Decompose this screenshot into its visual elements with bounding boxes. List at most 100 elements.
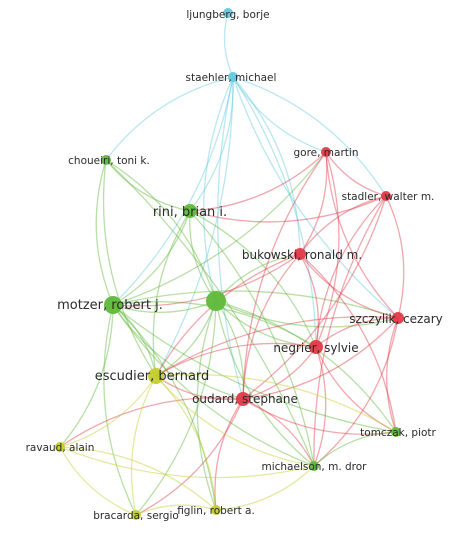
node-choueiri[interactable] [101,155,111,165]
edge-staehler-unlabeled [203,76,234,302]
edge-staehler-motzer [112,76,234,306]
edge-unlabeled-szczylik [215,300,399,328]
edge-szczylik-tomczak [386,317,399,433]
edge-ravaud-figlin [59,446,217,511]
edge-unlabeled-michaelson [215,300,315,467]
label-choueiri: choueiri, toni k. [68,155,150,167]
edge-staehler-oudard [217,76,244,400]
node-escudier[interactable] [148,368,164,384]
label-staehler: staehler, michael [186,72,277,84]
edge-staehler-bukowski [232,76,301,255]
edge-oudard-michaelson [242,398,315,467]
label-stadler: stadler, walter m. [342,191,435,203]
label-michaelson: michaelson, m. dror [261,461,367,473]
edge-motzer-tomczak [112,304,397,433]
node-bukowski[interactable] [294,248,306,260]
node-motzer[interactable] [104,296,122,314]
node-szczylik[interactable] [392,312,404,324]
edge-stadler-rini [189,195,387,223]
edge-unlabeled-bracarda [135,300,217,516]
edge-negrier-tomczak [315,346,397,433]
node-stadler[interactable] [381,191,391,201]
edge-rini-escudier [152,210,191,377]
edge-stadler-oudard [242,195,387,400]
edge-staehler-rini [189,76,234,212]
edge-gore-oudard [242,151,327,400]
labels-layer: ljungberg, borje staehler, michael gore, m… [26,9,443,522]
edge-staehler-gore [232,76,327,153]
edge-ljungberg-staehler [223,12,234,78]
edge-oudard-ravaud [59,397,244,448]
node-staehler[interactable] [228,72,238,82]
node-tomczak[interactable] [391,427,401,437]
edge-staehler-stadler [232,76,387,197]
node-michaelson[interactable] [309,461,319,471]
edge-unlabeled-oudard [215,300,245,400]
edge-rini-negrier [189,210,317,348]
edge-bracarda-figlin [135,504,217,516]
edge-stadler-michaelson [313,195,387,467]
label-negrier: negrier, sylvie [273,341,358,355]
edge-gore-bukowski [299,151,328,255]
label-ljungberg: ljungberg, borje [186,9,269,21]
edge-bukowski-negrier [299,253,319,348]
edge-oudard-tomczak [242,398,397,435]
edge-motzer-gore [112,151,327,306]
edge-gore-stadler [325,151,387,197]
edges-layer [59,12,405,516]
node-gore[interactable] [321,147,331,157]
edge-michaelson-tomczak [313,431,397,467]
edge-escudier-figlin [155,375,217,511]
node-unlabeled[interactable] [206,291,226,311]
edge-stadler-szczylik [385,195,405,319]
edge-gore-negrier [315,151,340,348]
node-negrier[interactable] [309,340,323,354]
edge-choueiri-unlabeled [105,159,217,302]
node-ravaud[interactable] [55,442,65,452]
edge-szczylik-oudard [242,317,399,400]
edge-unlabeled-escudier [155,300,217,377]
edge-staehler-negrier [232,76,317,348]
label-figlin: figlin, robert a. [177,505,255,517]
edge-stadler-bukowski [299,195,387,255]
edge-choueiri-escudier [102,159,157,377]
edge-motzer-oudard [112,304,244,400]
node-bracarda[interactable] [131,510,141,520]
label-ravaud: ravaud, alain [26,442,95,454]
edge-unlabeled-negrier [215,300,317,348]
edge-escudier-ravaud [59,375,157,448]
label-motzer: motzer, robert j. [57,298,163,313]
edge-escudier-bracarda [130,375,157,516]
label-rini: rini, brian i. [153,205,227,220]
node-oudard[interactable] [236,392,250,406]
edge-negrier-michaelson [313,346,327,467]
node-ljungberg[interactable] [223,8,233,18]
edge-choueiri-rini [105,159,191,212]
edge-motzer-michaelson [112,304,315,467]
label-bracarda: bracarda, sergio [93,510,179,522]
edge-unlabeled-figlin [196,300,217,511]
edge-motzer-szczylik [112,290,399,319]
node-figlin[interactable] [211,505,221,515]
edge-bukowski-tomczak [299,253,397,433]
label-bukowski: bukowski, ronald m. [242,248,362,262]
edge-staehler-choueiri [105,76,234,161]
edge-szczylik-escudier [155,316,399,377]
edge-bukowski-oudard [242,253,301,400]
edge-choueiri-michaelson [105,159,315,467]
edge-oudard-figlin [214,398,244,511]
edge-motzer-figlin [112,304,217,511]
edge-rini-motzer [112,210,191,306]
label-escudier: escudier, bernard [95,369,210,384]
edge-motzer-bracarda [103,304,137,516]
edge-oudard-bracarda [135,398,244,516]
edge-motzer-ravaud [59,304,114,448]
label-oudard: oudard, stephane [192,392,298,406]
node-rini[interactable] [183,204,197,218]
edge-szczylik-negrier [315,317,399,348]
label-szczylik: szczylik, cezary [349,312,442,326]
edge-bukowski-escudier [155,253,301,377]
nodes-layer [55,8,404,520]
